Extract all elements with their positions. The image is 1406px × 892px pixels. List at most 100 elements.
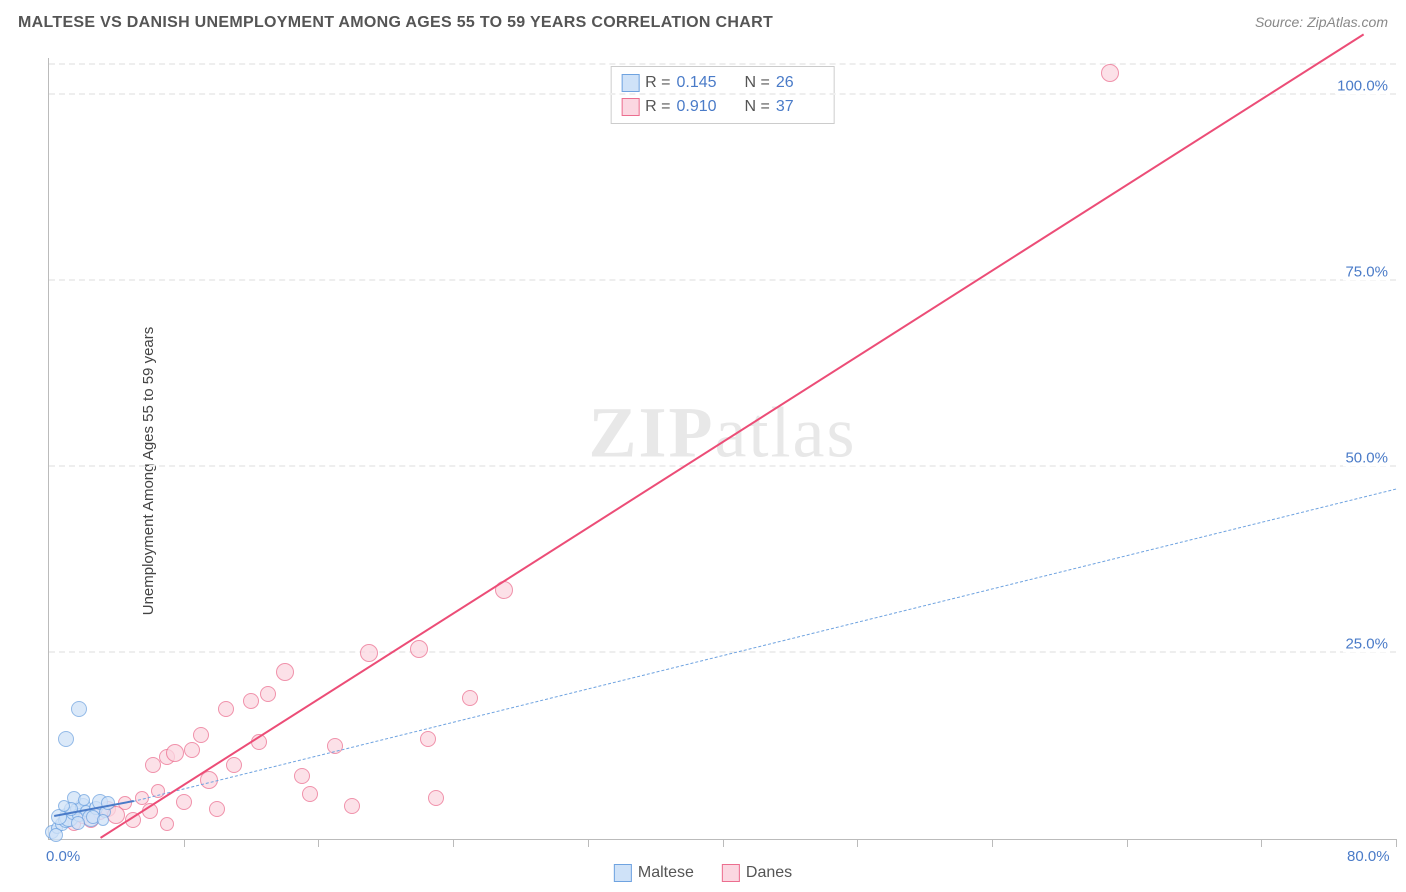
data-point (495, 581, 513, 599)
trend-line (133, 488, 1396, 801)
data-point (71, 816, 85, 830)
data-point (151, 784, 165, 798)
legend-swatch (722, 864, 740, 882)
y-tick-label: 75.0% (1343, 264, 1390, 281)
y-tick-label: 50.0% (1343, 450, 1390, 467)
data-point (72, 808, 86, 822)
trend-line (54, 800, 133, 817)
watermark-light: atlas (715, 392, 857, 472)
data-point (66, 806, 80, 820)
data-point (86, 810, 100, 824)
trend-line (100, 34, 1364, 839)
data-point (209, 801, 225, 817)
n-label: N = (745, 71, 770, 95)
data-point (58, 731, 74, 747)
chart-source: Source: ZipAtlas.com (1255, 14, 1388, 30)
r-value: 0.145 (677, 71, 725, 95)
x-tick (1261, 839, 1262, 847)
data-point (243, 693, 259, 709)
data-point (160, 817, 174, 831)
data-point (99, 806, 111, 818)
data-point (76, 810, 90, 824)
data-point (71, 701, 87, 717)
r-label: R = (645, 95, 670, 119)
x-tick (1396, 839, 1397, 847)
data-point (97, 814, 109, 826)
data-point (125, 812, 141, 828)
data-point (294, 768, 310, 784)
data-point (410, 640, 428, 658)
legend-label: Danes (746, 864, 792, 881)
x-tick (723, 839, 724, 847)
data-point (142, 803, 158, 819)
x-tick (857, 839, 858, 847)
data-point (45, 825, 59, 839)
legend-swatch (621, 74, 639, 92)
series-legend: Maltese Danes (614, 864, 792, 882)
plot-region: ZIPatlas R = 0.145 N =26 R = 0.910 N =37 25.0… (48, 58, 1396, 840)
data-point (260, 686, 276, 702)
gridline (49, 651, 1396, 653)
data-point (107, 806, 125, 824)
data-point (51, 809, 67, 825)
data-point (360, 644, 378, 662)
chart-area: Unemployment Among Ages 55 to 59 years Z… (0, 50, 1406, 892)
n-label: N = (745, 95, 770, 119)
y-tick-label: 100.0% (1335, 78, 1390, 95)
y-tick-label: 25.0% (1343, 636, 1390, 653)
n-value: 37 (776, 95, 824, 119)
data-point (218, 701, 234, 717)
data-point (1101, 64, 1119, 82)
r-label: R = (645, 71, 670, 95)
gridline (49, 465, 1396, 467)
data-point (159, 749, 175, 765)
data-point (226, 757, 242, 773)
data-point (67, 817, 81, 831)
legend-item: Danes (722, 864, 792, 882)
correlation-legend-row: R = 0.145 N =26 (621, 71, 824, 95)
correlation-legend-row: R = 0.910 N =37 (621, 95, 824, 119)
data-point (51, 822, 63, 834)
x-max-label: 80.0% (1347, 848, 1390, 865)
legend-swatch (614, 864, 632, 882)
data-point (93, 806, 107, 820)
data-point (184, 742, 200, 758)
data-point (420, 731, 436, 747)
data-point (327, 738, 343, 754)
data-point (145, 757, 161, 773)
data-point (67, 791, 81, 805)
gridline (49, 93, 1396, 95)
data-point (193, 727, 209, 743)
x-origin-label: 0.0% (46, 848, 80, 865)
data-point (78, 794, 90, 806)
x-tick (992, 839, 993, 847)
legend-label: Maltese (638, 864, 694, 881)
x-tick (453, 839, 454, 847)
data-point (176, 794, 192, 810)
gridline (49, 279, 1396, 281)
data-point (83, 812, 99, 828)
data-point (80, 805, 92, 817)
data-point (64, 802, 78, 816)
data-point (75, 798, 91, 814)
data-point (428, 790, 444, 806)
data-point (251, 734, 267, 750)
n-value: 26 (776, 71, 824, 95)
legend-swatch (621, 98, 639, 116)
x-tick (1127, 839, 1128, 847)
r-value: 0.910 (677, 95, 725, 119)
data-point (92, 794, 108, 810)
data-point (49, 828, 63, 842)
data-point (344, 798, 360, 814)
x-tick (588, 839, 589, 847)
data-point (55, 817, 69, 831)
data-point (276, 663, 294, 681)
watermark: ZIPatlas (589, 391, 857, 474)
x-tick (184, 839, 185, 847)
data-point (302, 786, 318, 802)
data-point (58, 812, 74, 828)
gridline (49, 63, 1396, 65)
data-point (58, 800, 70, 812)
data-point (118, 796, 132, 810)
chart-header: MALTESE VS DANISH UNEMPLOYMENT AMONG AGE… (0, 0, 1406, 50)
